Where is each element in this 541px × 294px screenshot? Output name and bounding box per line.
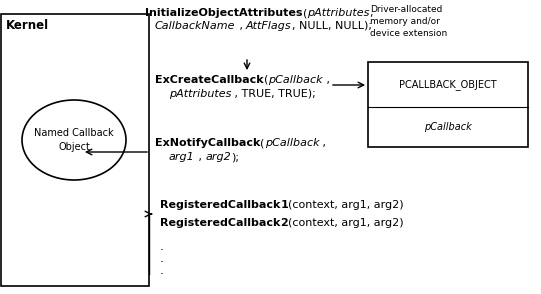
Text: Driver-allocated
memory and/or
device extension: Driver-allocated memory and/or device ex… bbox=[370, 5, 447, 38]
Text: InitializeObjectAttributes: InitializeObjectAttributes bbox=[145, 8, 302, 18]
Ellipse shape bbox=[22, 100, 126, 180]
Text: ExNotifyCallback: ExNotifyCallback bbox=[155, 138, 260, 148]
Text: , NULL, NULL);: , NULL, NULL); bbox=[292, 21, 372, 31]
Text: );: ); bbox=[231, 152, 239, 162]
Text: pAttributes: pAttributes bbox=[169, 89, 232, 99]
Text: ,: , bbox=[319, 138, 326, 148]
Text: pCallback: pCallback bbox=[265, 138, 319, 148]
Text: (: ( bbox=[263, 75, 268, 85]
Text: (: ( bbox=[260, 138, 265, 148]
Text: Named Callback
Object: Named Callback Object bbox=[34, 128, 114, 152]
Text: CallbackName: CallbackName bbox=[155, 21, 235, 31]
Text: RegisteredCallback: RegisteredCallback bbox=[160, 200, 280, 210]
Text: Kernel: Kernel bbox=[6, 19, 49, 32]
Text: (context, arg1, arg2): (context, arg1, arg2) bbox=[288, 218, 404, 228]
Text: AttFlags: AttFlags bbox=[246, 21, 292, 31]
Bar bbox=[368, 62, 528, 147]
Text: PCALLBACK_OBJECT: PCALLBACK_OBJECT bbox=[399, 79, 497, 90]
Text: 2: 2 bbox=[280, 218, 288, 228]
Text: (: ( bbox=[302, 8, 307, 18]
Text: .: . bbox=[160, 240, 164, 253]
Text: pCallback: pCallback bbox=[424, 122, 472, 132]
Text: ,: , bbox=[322, 75, 329, 85]
Text: ExCreateCallback: ExCreateCallback bbox=[155, 75, 263, 85]
Text: ,: , bbox=[370, 8, 373, 18]
Text: .: . bbox=[160, 264, 164, 277]
Text: pAttributes: pAttributes bbox=[307, 8, 370, 18]
Text: pCallback: pCallback bbox=[268, 75, 322, 85]
Text: arg2: arg2 bbox=[205, 152, 231, 162]
Text: .: . bbox=[160, 252, 164, 265]
Text: ,: , bbox=[235, 21, 246, 31]
Text: RegisteredCallback: RegisteredCallback bbox=[160, 218, 280, 228]
Text: arg1: arg1 bbox=[169, 152, 195, 162]
Bar bbox=[1, 14, 148, 286]
Text: 1: 1 bbox=[280, 200, 288, 210]
Text: (context, arg1, arg2): (context, arg1, arg2) bbox=[288, 200, 404, 210]
Text: , TRUE, TRUE);: , TRUE, TRUE); bbox=[232, 89, 316, 99]
Text: ,: , bbox=[195, 152, 205, 162]
